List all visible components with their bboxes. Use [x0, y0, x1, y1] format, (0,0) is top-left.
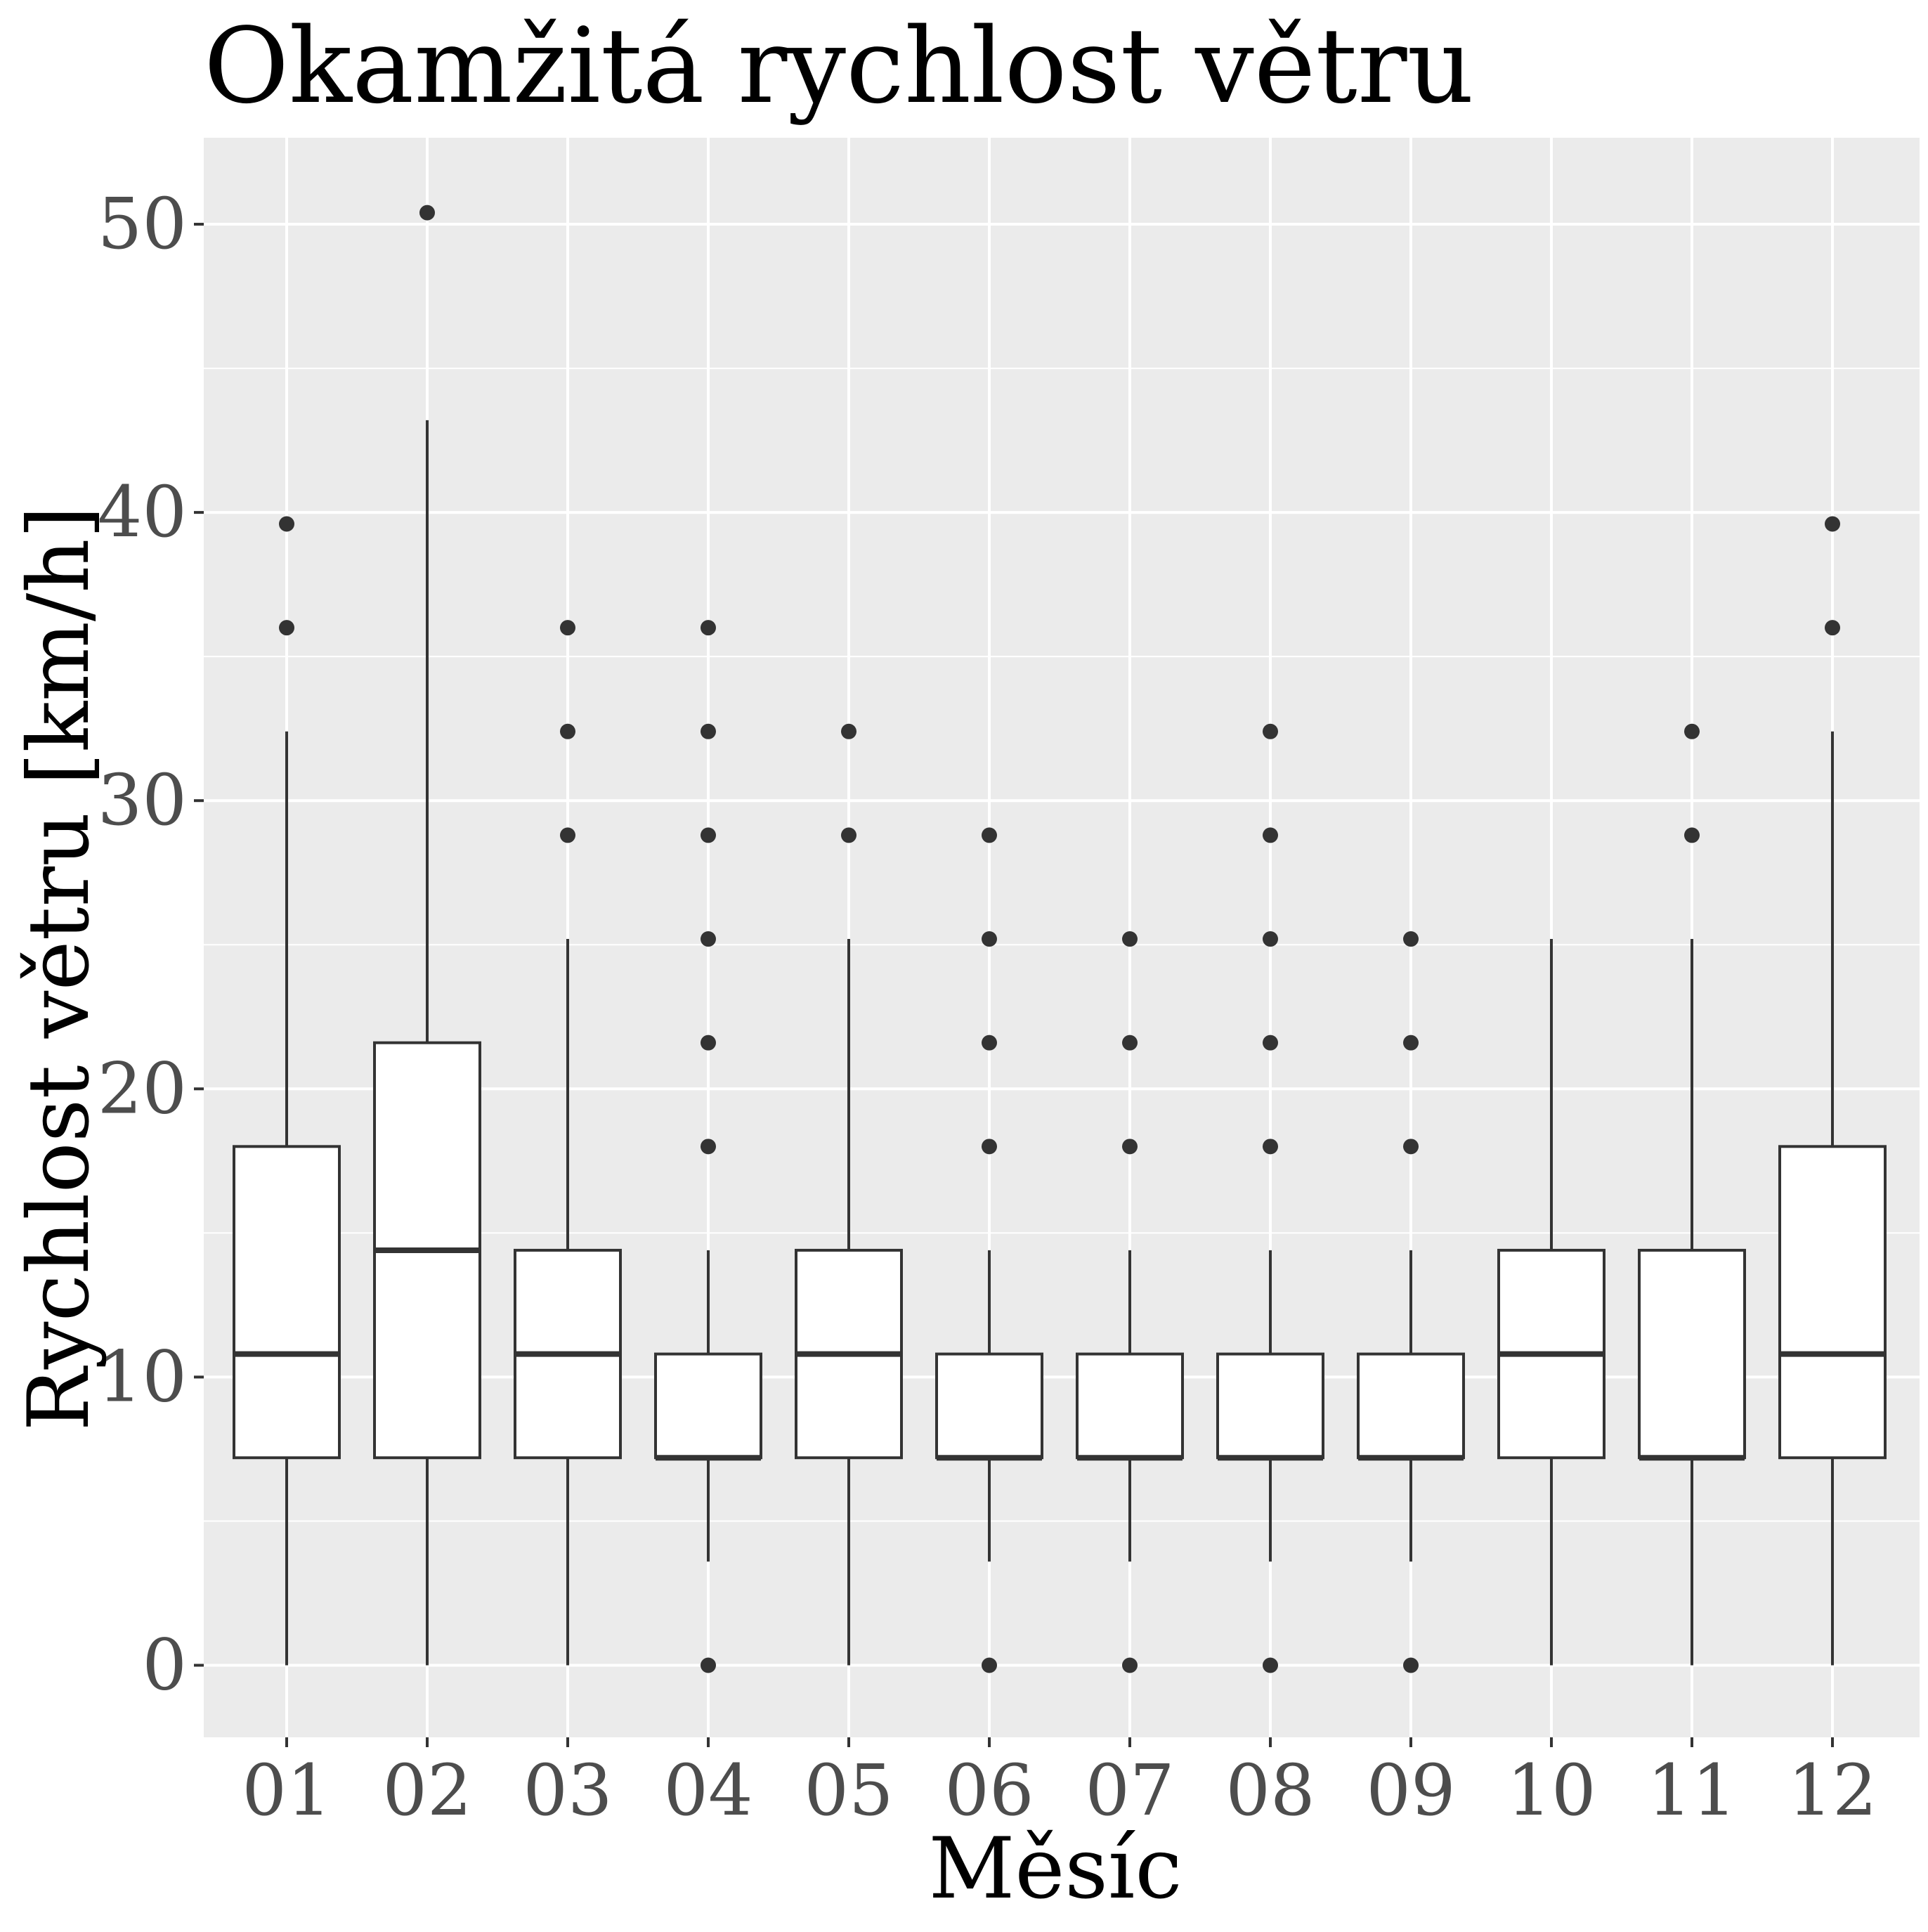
- outlier-point: [841, 827, 856, 843]
- outlier-point: [701, 723, 716, 739]
- box-iqr: [1076, 1352, 1184, 1460]
- outlier-point: [279, 516, 294, 532]
- y-tick-label: 20: [98, 1047, 187, 1129]
- x-tick-label: 03: [523, 1749, 612, 1831]
- y-tick-label: 40: [98, 471, 187, 553]
- box-iqr: [1778, 1145, 1887, 1460]
- outlier-point: [982, 827, 997, 843]
- plot-panel: [204, 138, 1920, 1737]
- outlier-point: [1684, 827, 1700, 843]
- chart-title: Okamžitá rychlost větru: [204, 6, 1474, 127]
- outlier-point: [701, 1035, 716, 1051]
- outlier-point: [560, 723, 575, 739]
- outlier-point: [982, 1139, 997, 1155]
- x-tick-label: 05: [804, 1749, 893, 1831]
- x-axis-title: Měsíc: [928, 1820, 1182, 1918]
- outlier-point: [701, 1139, 716, 1155]
- outlier-point: [1684, 723, 1700, 739]
- x-tick-label: 01: [242, 1749, 331, 1831]
- plot-area: 0 10 20 30 40 50 01 02 03 04 05 06 07 08 09 10 11 12: [98, 138, 1920, 1831]
- outlier-point: [560, 827, 575, 843]
- x-tick-label: 04: [663, 1749, 753, 1831]
- outlier-point: [1263, 931, 1278, 947]
- box-iqr: [654, 1352, 762, 1460]
- box-iqr: [1638, 1248, 1746, 1460]
- outlier-point: [701, 620, 716, 636]
- x-tick-label: 09: [1366, 1749, 1455, 1831]
- x-tick-label: 12: [1787, 1749, 1877, 1831]
- outlier-point: [701, 1657, 716, 1673]
- outlier-point: [1263, 1139, 1278, 1155]
- outlier-point: [701, 931, 716, 947]
- outlier-point: [1122, 1139, 1138, 1155]
- outlier-point: [1825, 620, 1840, 636]
- y-tick-label: 50: [98, 183, 187, 265]
- x-tick-label: 06: [944, 1749, 1034, 1831]
- outlier-point: [1403, 1657, 1419, 1673]
- y-tick-label: 30: [98, 759, 187, 841]
- outlier-point: [1122, 1657, 1138, 1673]
- box-iqr: [233, 1145, 341, 1460]
- x-tick-label: 10: [1506, 1749, 1596, 1831]
- outlier-point: [982, 1657, 997, 1673]
- outlier-point: [1263, 827, 1278, 843]
- x-tick-label: 08: [1225, 1749, 1315, 1831]
- outlier-point: [982, 1035, 997, 1051]
- outlier-point: [1403, 1139, 1419, 1155]
- box-iqr: [1357, 1352, 1465, 1460]
- outlier-point: [841, 723, 856, 739]
- outlier-point: [1403, 931, 1419, 947]
- outlier-point: [701, 827, 716, 843]
- outlier-point: [982, 931, 997, 947]
- outlier-point: [1825, 516, 1840, 532]
- y-axis-title: Rychlost větru [km/h]: [11, 506, 108, 1432]
- box-iqr: [935, 1352, 1043, 1460]
- outlier-point: [1263, 1035, 1278, 1051]
- outlier-point: [279, 620, 294, 636]
- y-tick-label: 0: [142, 1623, 187, 1706]
- outlier-point: [560, 620, 575, 636]
- outlier-point: [1403, 1035, 1419, 1051]
- y-tick-label: 10: [98, 1335, 187, 1418]
- outlier-point: [419, 205, 435, 221]
- x-tick-label: 11: [1647, 1749, 1736, 1831]
- outlier-point: [1122, 1035, 1138, 1051]
- x-tick-label: 07: [1085, 1749, 1174, 1831]
- box-iqr: [1216, 1352, 1324, 1460]
- x-tick-label: 02: [382, 1749, 471, 1831]
- outlier-point: [1263, 1657, 1278, 1673]
- outlier-point: [1263, 723, 1278, 739]
- outlier-point: [1122, 931, 1138, 947]
